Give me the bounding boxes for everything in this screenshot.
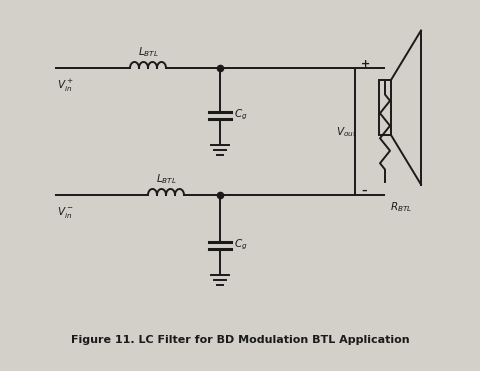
- Text: $L_{BTL}$: $L_{BTL}$: [156, 172, 177, 186]
- Text: $V_{in}^+$: $V_{in}^+$: [57, 78, 73, 94]
- Text: Figure 11. LC Filter for BD Modulation BTL Application: Figure 11. LC Filter for BD Modulation B…: [71, 335, 409, 345]
- Text: +: +: [361, 59, 370, 69]
- Text: $C_g$: $C_g$: [234, 108, 248, 122]
- Bar: [379, 80, 391, 135]
- Text: $V_{in}^-$: $V_{in}^-$: [57, 205, 73, 220]
- Text: –: –: [361, 186, 367, 196]
- Text: $R_{BTL}$: $R_{BTL}$: [390, 200, 412, 214]
- Text: $C_g$: $C_g$: [234, 238, 248, 252]
- Text: $L_{BTL}$: $L_{BTL}$: [138, 45, 158, 59]
- Text: $V_{out}$: $V_{out}$: [336, 125, 357, 139]
